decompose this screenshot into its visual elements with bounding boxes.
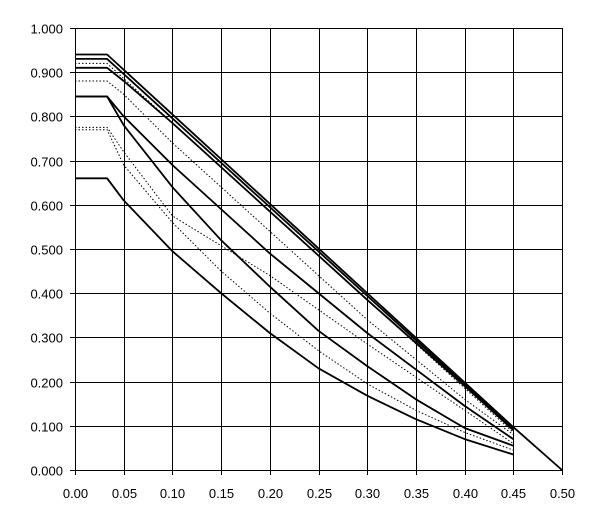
series-line-5 bbox=[75, 80, 514, 436]
y-tick-label: 0.400 bbox=[30, 287, 63, 302]
y-tick-label: 0.500 bbox=[30, 243, 63, 258]
x-tick-label: 0.45 bbox=[501, 486, 526, 501]
x-tick-label: 0.35 bbox=[404, 486, 429, 501]
y-tick-label: 0.200 bbox=[30, 376, 63, 391]
y-tick-label: 0.700 bbox=[30, 155, 63, 170]
x-tick-label: 0.10 bbox=[160, 486, 185, 501]
x-tick-label: 0.50 bbox=[550, 486, 575, 501]
series-line-1 bbox=[75, 53, 563, 471]
x-axis-tick-labels: 0.00 0.05 0.10 0.15 0.20 0.25 0.30 0.35 0.40 0.45… bbox=[63, 486, 575, 501]
series-line-4 bbox=[75, 66, 514, 431]
x-tick-label: 0.15 bbox=[209, 486, 234, 501]
y-tick-label: 0.000 bbox=[30, 464, 63, 479]
x-tick-label: 0.05 bbox=[112, 486, 137, 501]
y-tick-label: 0.900 bbox=[30, 66, 63, 81]
series-line-9 bbox=[75, 129, 514, 451]
y-axis-tick-labels: 0.000 0.100 0.200 0.300 0.400 0.500 0.600 0.700… bbox=[30, 22, 63, 479]
series-line-8 bbox=[75, 95, 514, 447]
x-tick-label: 0.30 bbox=[355, 486, 380, 501]
series-line-10 bbox=[75, 177, 514, 456]
x-tick-label: 0.40 bbox=[453, 486, 478, 501]
y-tick-label: 0.100 bbox=[30, 420, 63, 435]
y-tick-label: 0.800 bbox=[30, 110, 63, 125]
x-tick-label: 0.25 bbox=[307, 486, 332, 501]
x-tick-label: 0.20 bbox=[258, 486, 283, 501]
series-line-2 bbox=[75, 58, 514, 430]
y-tick-label: 0.600 bbox=[30, 199, 63, 214]
y-tick-label: 1.000 bbox=[30, 22, 63, 37]
series-line-7 bbox=[75, 126, 514, 444]
x-tick-label: 0.00 bbox=[63, 486, 88, 501]
series-group bbox=[75, 53, 563, 471]
series-line-3 bbox=[75, 62, 514, 433]
y-tick-label: 0.300 bbox=[30, 331, 63, 346]
